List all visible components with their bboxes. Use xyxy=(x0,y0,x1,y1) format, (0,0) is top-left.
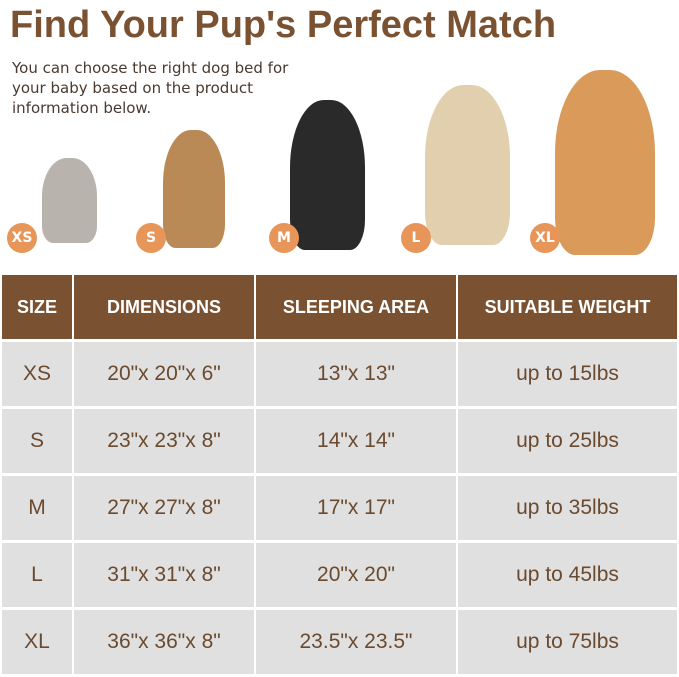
cell-dimensions: 31"x 31"x 8" xyxy=(74,543,254,607)
french-bulldog-image xyxy=(163,130,225,248)
cell-size: XL xyxy=(2,610,72,674)
header-dimensions: DIMENSIONS xyxy=(74,275,254,339)
size-badge-m: M xyxy=(269,223,299,253)
cell-weight: up to 75lbs xyxy=(458,610,677,674)
cell-sleeping-area: 20"x 20" xyxy=(256,543,456,607)
table-row: M 27"x 27"x 8" 17"x 17" up to 35lbs xyxy=(2,476,677,540)
cell-weight: up to 15lbs xyxy=(458,342,677,406)
border-collie-image xyxy=(290,100,365,250)
cell-weight: up to 35lbs xyxy=(458,476,677,540)
table-row: XS 20"x 20"x 6" 13"x 13" up to 15lbs xyxy=(2,342,677,406)
cat-image xyxy=(42,158,97,243)
size-badge-xl: XL xyxy=(530,223,560,253)
cell-size: S xyxy=(2,409,72,473)
cell-weight: up to 25lbs xyxy=(458,409,677,473)
header-size: SIZE xyxy=(2,275,72,339)
table-row: L 31"x 31"x 8" 20"x 20" up to 45lbs xyxy=(2,543,677,607)
cell-dimensions: 23"x 23"x 8" xyxy=(74,409,254,473)
cell-sleeping-area: 17"x 17" xyxy=(256,476,456,540)
cell-dimensions: 27"x 27"x 8" xyxy=(74,476,254,540)
cell-weight: up to 45lbs xyxy=(458,543,677,607)
golden-retriever-light-image xyxy=(425,85,510,245)
table-row: S 23"x 23"x 8" 14"x 14" up to 25lbs xyxy=(2,409,677,473)
size-table: SIZE DIMENSIONS SLEEPING AREA SUITABLE W… xyxy=(0,272,679,677)
table-header: SIZE DIMENSIONS SLEEPING AREA SUITABLE W… xyxy=(2,275,677,339)
cell-size: M xyxy=(2,476,72,540)
size-badge-s: S xyxy=(136,223,166,253)
header-sleeping-area: SLEEPING AREA xyxy=(256,275,456,339)
size-badge-l: L xyxy=(401,223,431,253)
cell-sleeping-area: 13"x 13" xyxy=(256,342,456,406)
subtitle: You can choose the right dog bed for you… xyxy=(12,59,289,117)
page-title: Find Your Pup's Perfect Match xyxy=(10,4,557,46)
table-row: XL 36"x 36"x 8" 23.5"x 23.5" up to 75lbs xyxy=(2,610,677,674)
cell-dimensions: 20"x 20"x 6" xyxy=(74,342,254,406)
header-suitable-weight: SUITABLE WEIGHT xyxy=(458,275,677,339)
cell-dimensions: 36"x 36"x 8" xyxy=(74,610,254,674)
golden-retriever-image xyxy=(555,70,655,255)
cell-sleeping-area: 14"x 14" xyxy=(256,409,456,473)
cell-size: L xyxy=(2,543,72,607)
cell-size: XS xyxy=(2,342,72,406)
cell-sleeping-area: 23.5"x 23.5" xyxy=(256,610,456,674)
size-badge-xs: XS xyxy=(7,223,37,253)
